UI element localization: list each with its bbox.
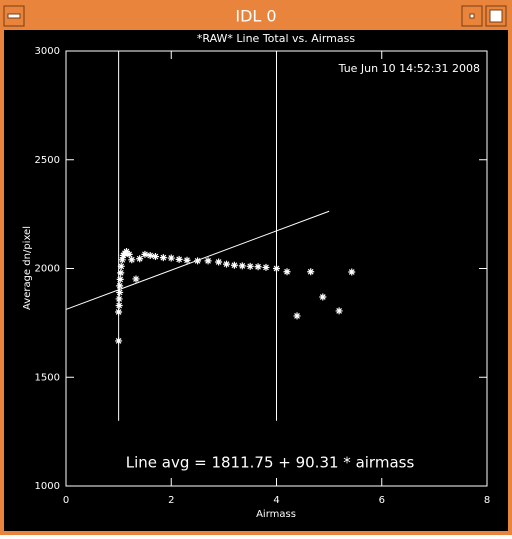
point [283,268,291,276]
point [151,253,159,261]
point [117,262,125,270]
point [141,250,149,258]
point [335,307,343,315]
point [183,256,191,264]
point [348,268,356,276]
point [116,288,124,296]
point [230,261,238,269]
menu-icon [7,13,21,19]
y-tick-label: 2000 [35,264,60,275]
point [215,258,223,266]
point [238,262,246,270]
y-tick-label: 1000 [35,481,60,492]
y-tick-label: 1500 [35,372,60,383]
maximize-icon [489,9,503,23]
point [223,260,231,268]
point [116,275,124,283]
point [273,265,280,272]
point [115,301,123,309]
point [167,254,175,262]
point [132,275,140,283]
point [116,282,124,290]
point [194,257,202,265]
point [319,293,327,301]
point [262,263,270,271]
point [128,256,136,264]
point [293,312,301,320]
y-tick-label: 2500 [35,155,60,166]
point [136,255,144,263]
point [146,251,154,259]
plot-canvas [4,30,508,531]
point [115,337,123,345]
point [115,295,123,303]
point [118,256,126,264]
window-title: IDL 0 [235,7,276,26]
point [175,255,183,263]
y-tick-label: 3000 [35,46,60,57]
point [115,308,123,316]
x-tick-label: 2 [168,495,174,506]
x-tick-label: 6 [379,495,385,506]
point [246,262,254,270]
x-axis-label: Airmass [256,509,296,520]
y-axis-label: Average dn/pixel [22,226,33,310]
point [125,250,133,258]
point [117,269,125,277]
x-tick-label: 4 [273,495,279,506]
minimize-icon [469,13,475,19]
point [307,268,315,276]
chart-title: *RAW* Line Total vs. Airmass [197,32,355,45]
timestamp: Tue Jun 10 14:52:31 2008 [338,62,480,75]
point [204,257,212,265]
x-tick-label: 8 [484,495,490,506]
annotation: Line avg = 1811.75 + 90.31 * airmass [126,454,415,472]
x-tick-label: 0 [63,495,69,506]
point [159,254,167,262]
point [254,263,262,271]
point [123,248,131,256]
